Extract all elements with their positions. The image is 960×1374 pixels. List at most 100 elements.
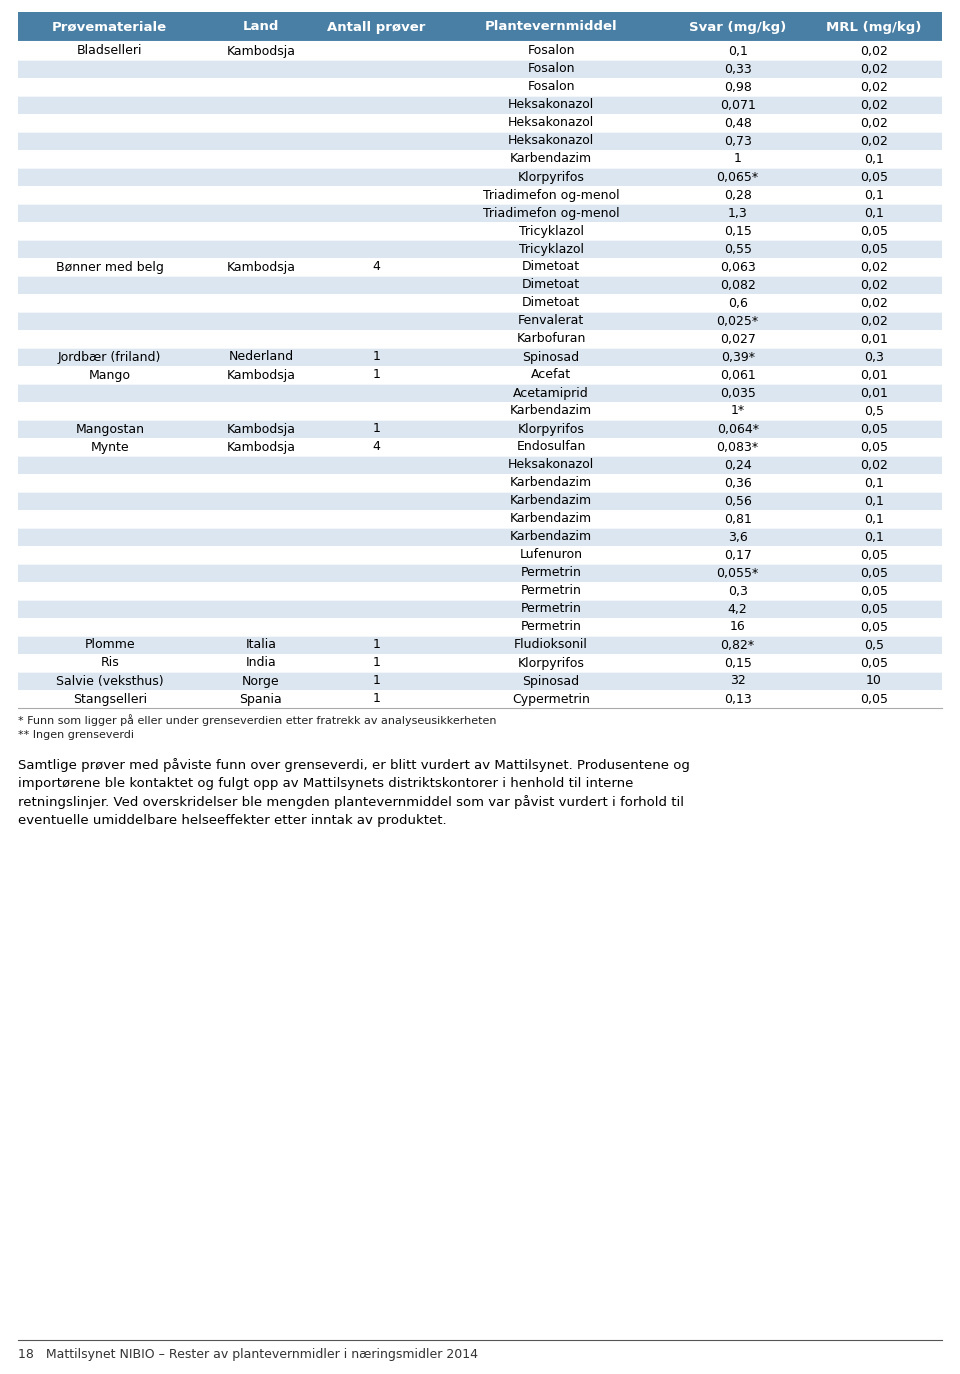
- Text: 1: 1: [372, 368, 380, 382]
- Bar: [18, 365, 942, 383]
- Bar: [18, 96, 942, 114]
- Text: Kambodsja: Kambodsja: [227, 441, 296, 453]
- Text: 0,02: 0,02: [860, 459, 888, 471]
- Text: Heksakonazol: Heksakonazol: [508, 117, 594, 129]
- Bar: [18, 348, 942, 365]
- Text: Heksakonazol: Heksakonazol: [508, 135, 594, 147]
- Text: Dimetoat: Dimetoat: [522, 297, 580, 309]
- Text: 1*: 1*: [731, 404, 745, 418]
- Text: 0,02: 0,02: [860, 44, 888, 58]
- Text: 0,035: 0,035: [720, 386, 756, 400]
- Bar: [18, 294, 942, 312]
- Text: 0,05: 0,05: [860, 441, 888, 453]
- Text: Fosalon: Fosalon: [527, 44, 575, 58]
- Bar: [18, 420, 942, 438]
- Bar: [18, 474, 942, 492]
- Text: India: India: [246, 657, 276, 669]
- Bar: [18, 438, 942, 456]
- Text: Dimetoat: Dimetoat: [522, 261, 580, 273]
- Text: 1,3: 1,3: [728, 206, 748, 220]
- Text: MRL (mg/kg): MRL (mg/kg): [827, 21, 922, 33]
- Bar: [18, 60, 942, 78]
- Text: Prøvemateriale: Prøvemateriale: [52, 21, 167, 33]
- Text: 0,02: 0,02: [860, 117, 888, 129]
- Text: Acefat: Acefat: [531, 368, 571, 382]
- Text: 10: 10: [866, 675, 882, 687]
- Text: Bønner med belg: Bønner med belg: [56, 261, 164, 273]
- Text: Nederland: Nederland: [228, 350, 294, 364]
- Text: 4,2: 4,2: [728, 603, 748, 616]
- Text: 0,05: 0,05: [860, 548, 888, 562]
- Text: 0,01: 0,01: [860, 368, 888, 382]
- Text: Karbendazim: Karbendazim: [510, 477, 592, 489]
- Text: 0,064*: 0,064*: [717, 422, 758, 436]
- Text: 0,02: 0,02: [860, 81, 888, 93]
- Text: 0,55: 0,55: [724, 242, 752, 256]
- Text: 0,02: 0,02: [860, 315, 888, 327]
- Bar: [18, 510, 942, 528]
- Text: Karbendazim: Karbendazim: [510, 530, 592, 544]
- Text: 0,48: 0,48: [724, 117, 752, 129]
- Bar: [18, 636, 942, 654]
- Text: 0,02: 0,02: [860, 261, 888, 273]
- Text: Klorpyrifos: Klorpyrifos: [517, 422, 585, 436]
- Text: 0,02: 0,02: [860, 297, 888, 309]
- Text: 0,6: 0,6: [728, 297, 748, 309]
- Bar: [18, 583, 942, 600]
- Text: 0,05: 0,05: [860, 422, 888, 436]
- Bar: [18, 168, 942, 185]
- Text: Karbendazim: Karbendazim: [510, 513, 592, 525]
- Text: Permetrin: Permetrin: [520, 584, 582, 598]
- Bar: [18, 240, 942, 258]
- Text: Triadimefon og-menol: Triadimefon og-menol: [483, 206, 619, 220]
- Bar: [18, 185, 942, 203]
- Text: 0,1: 0,1: [728, 44, 748, 58]
- Text: 4: 4: [372, 441, 380, 453]
- Bar: [18, 528, 942, 545]
- Text: 0,81: 0,81: [724, 513, 752, 525]
- Text: Fosalon: Fosalon: [527, 81, 575, 93]
- Text: 0,02: 0,02: [860, 279, 888, 291]
- Text: Kambodsja: Kambodsja: [227, 261, 296, 273]
- Text: 0,1: 0,1: [864, 513, 884, 525]
- Text: 0,02: 0,02: [860, 135, 888, 147]
- Text: 0,027: 0,027: [720, 333, 756, 345]
- Text: 0,05: 0,05: [860, 692, 888, 705]
- Text: 18   Mattilsynet NIBIO – Rester av plantevernmidler i næringsmidler 2014: 18 Mattilsynet NIBIO – Rester av plantev…: [18, 1348, 478, 1362]
- Text: Karbendazim: Karbendazim: [510, 404, 592, 418]
- Bar: [18, 456, 942, 474]
- Bar: [18, 203, 942, 223]
- Text: 0,082: 0,082: [720, 279, 756, 291]
- Text: Heksakonazol: Heksakonazol: [508, 99, 594, 111]
- Text: Lufenuron: Lufenuron: [519, 548, 583, 562]
- Bar: [18, 223, 942, 240]
- Text: Antall prøver: Antall prøver: [327, 21, 425, 33]
- Bar: [18, 563, 942, 583]
- Text: 0,01: 0,01: [860, 386, 888, 400]
- Text: 1: 1: [372, 675, 380, 687]
- Text: 0,063: 0,063: [720, 261, 756, 273]
- Text: 0,56: 0,56: [724, 495, 752, 507]
- Text: Triadimefon og-menol: Triadimefon og-menol: [483, 188, 619, 202]
- Text: 0,1: 0,1: [864, 188, 884, 202]
- Text: Cypermetrin: Cypermetrin: [512, 692, 590, 705]
- Text: 1: 1: [372, 422, 380, 436]
- Text: 0,05: 0,05: [860, 621, 888, 633]
- Text: Endosulfan: Endosulfan: [516, 441, 586, 453]
- Text: 0,82*: 0,82*: [721, 639, 755, 651]
- Text: 1: 1: [372, 657, 380, 669]
- Text: 0,071: 0,071: [720, 99, 756, 111]
- Bar: [18, 312, 942, 330]
- Bar: [18, 258, 942, 276]
- Text: 0,083*: 0,083*: [716, 441, 758, 453]
- Text: Klorpyrifos: Klorpyrifos: [517, 657, 585, 669]
- Text: 0,24: 0,24: [724, 459, 752, 471]
- Text: Salvie (veksthus): Salvie (veksthus): [56, 675, 163, 687]
- Bar: [18, 690, 942, 708]
- Bar: [18, 43, 942, 60]
- Text: Spinosad: Spinosad: [522, 675, 580, 687]
- Bar: [18, 492, 942, 510]
- Text: Fenvalerat: Fenvalerat: [518, 315, 585, 327]
- Text: Kambodsja: Kambodsja: [227, 368, 296, 382]
- Text: Kambodsja: Kambodsja: [227, 422, 296, 436]
